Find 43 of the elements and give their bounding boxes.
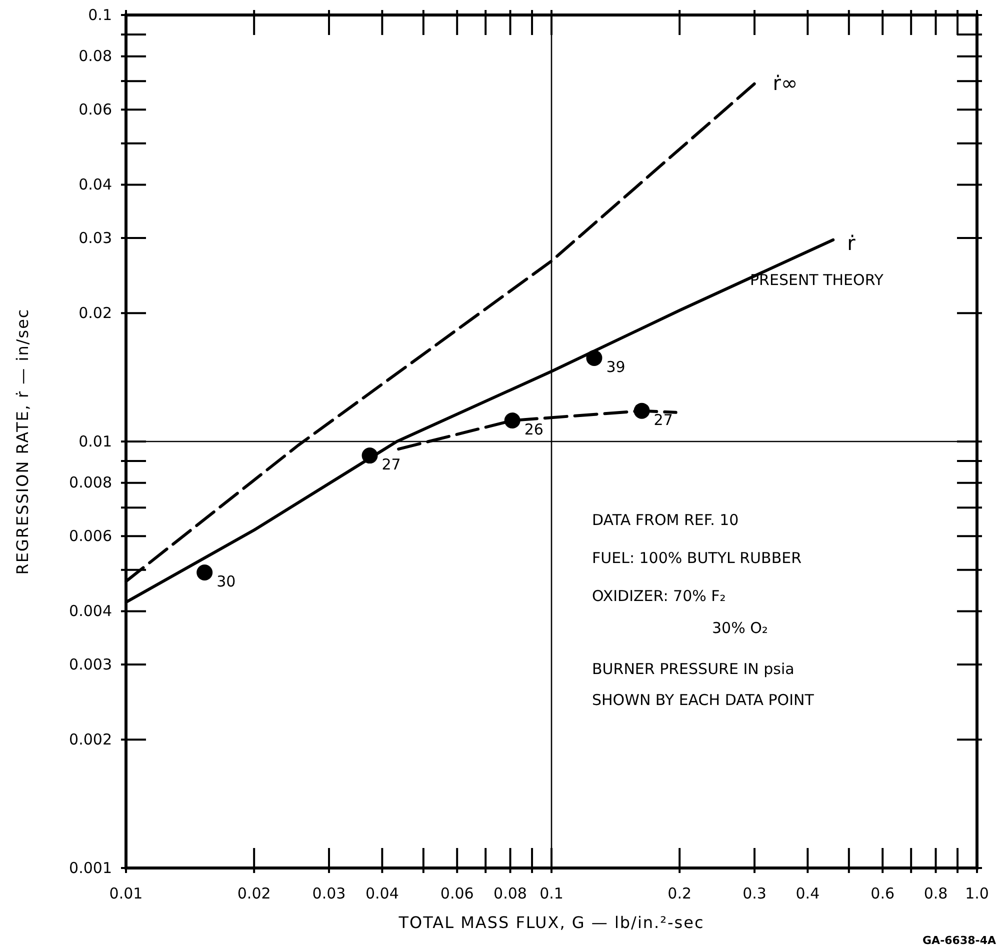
annotation: DATA FROM REF. 10 xyxy=(592,511,739,529)
series-label: ṙ∞ xyxy=(772,71,798,96)
x-tick-label: 0.06 xyxy=(440,884,474,903)
annotation: FUEL: 100% BUTYL RUBBER xyxy=(592,549,802,567)
y-tick-label: 0.002 xyxy=(69,730,112,748)
x-tick-label: 0.4 xyxy=(796,884,820,903)
annotation: PRESENT THEORY xyxy=(750,271,884,289)
annotation: 30% O₂ xyxy=(712,619,768,637)
y-tick-label: 0.1 xyxy=(88,6,112,24)
series-label: ṙ xyxy=(847,230,856,255)
y-tick-label: 0.08 xyxy=(78,47,112,66)
annotation: 27 xyxy=(654,410,673,429)
x-tick-label: 0.04 xyxy=(365,884,399,903)
annotation: 26 xyxy=(524,420,544,439)
x-axis-title: TOTAL MASS FLUX, G — lb/in.²-sec xyxy=(398,913,704,932)
annotation: SHOWN BY EACH DATA POINT xyxy=(592,691,815,709)
x-tick-label: 0.6 xyxy=(870,884,895,903)
x-tick-label: 1.0 xyxy=(965,884,989,903)
annotation: 30 xyxy=(216,572,236,590)
y-tick-label: 0.001 xyxy=(69,858,112,877)
y-tick-label: 0.03 xyxy=(78,228,112,247)
x-tick-label: 0.8 xyxy=(924,884,948,903)
annotation: 39 xyxy=(606,358,626,376)
y-tick-label: 0.008 xyxy=(69,474,112,492)
x-tick-label: 0.01 xyxy=(109,884,143,903)
x-tick-label: 0.03 xyxy=(312,884,346,903)
annotation: OXIDIZER: 70% F₂ xyxy=(592,587,726,605)
y-axis-title: REGRESSION RATE, ṙ — in/sec xyxy=(13,308,32,575)
y-tick-label: 0.01 xyxy=(78,432,112,450)
text: GA-6638-4A xyxy=(922,934,996,947)
y-tick-label: 0.003 xyxy=(69,655,112,674)
x-tick-label: 0.02 xyxy=(237,884,271,903)
x-tick-label: 0.1 xyxy=(540,884,564,903)
x-tick-label: 0.08 xyxy=(494,884,527,903)
annotation: BURNER PRESSURE IN psia xyxy=(592,660,794,678)
y-tick-label: 0.006 xyxy=(69,526,112,545)
y-tick-label: 0.004 xyxy=(69,602,112,620)
y-tick-label: 0.02 xyxy=(78,304,112,322)
y-tick-label: 0.04 xyxy=(78,176,112,194)
y-tick-label: 0.06 xyxy=(78,100,112,118)
x-tick-label: 0.2 xyxy=(668,884,692,903)
annotation: 27 xyxy=(382,456,401,474)
x-tick-label: 0.3 xyxy=(742,884,766,903)
